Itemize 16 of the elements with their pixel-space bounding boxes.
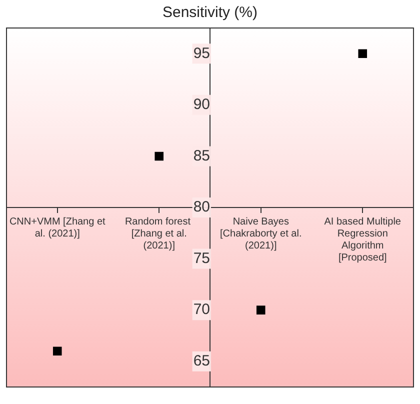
chart-title: Sensitivity (%) <box>162 4 258 22</box>
y-tick-label: 70 <box>193 301 210 318</box>
y-tick-label: 75 <box>193 250 210 267</box>
x-tick-label: AI based Multiple Regression Algorithm [Proposed] <box>324 216 402 264</box>
y-tick-label: 80 <box>193 198 210 216</box>
point <box>256 306 266 314</box>
point <box>154 152 164 161</box>
y-tick-label: 90 <box>193 96 210 114</box>
y-tick-label: 65 <box>193 352 210 370</box>
y-tick-label: 95 <box>193 44 210 62</box>
y-tick-label: 85 <box>193 147 210 164</box>
x-tick-label: Random forest [Zhang et al. (2021)] <box>124 216 194 252</box>
x-tick-label: Naive Bayes [Chakraborty et al. (2021)] <box>220 216 302 252</box>
point <box>52 346 62 356</box>
point <box>358 49 368 58</box>
x-tick-label: CNN+VMM [Zhang et al. (2021)] <box>9 216 106 240</box>
